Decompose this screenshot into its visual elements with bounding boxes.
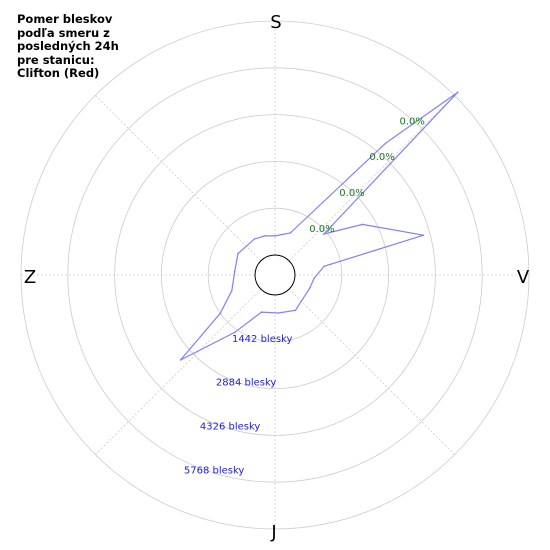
grid-spoke (95, 95, 276, 276)
count-tick-label: 4326 blesky (200, 422, 261, 433)
series-layer (179, 91, 459, 361)
percent-tick-label: 0.0% (309, 224, 334, 235)
data-point (179, 359, 182, 361)
percent-tick-label: 0.0% (369, 152, 394, 163)
data-point (274, 235, 276, 237)
data-point (277, 312, 280, 314)
grid-spoke (274, 95, 455, 276)
chart-title-line: posledných 24h (17, 39, 119, 53)
data-point (260, 311, 263, 313)
grid-spoke (274, 274, 455, 455)
data-point (323, 233, 325, 235)
data-point (231, 289, 233, 292)
data-point (263, 235, 266, 237)
data-point (233, 270, 236, 273)
series-outline (180, 91, 459, 361)
data-point (361, 223, 364, 226)
data-point (309, 286, 311, 289)
data-point (253, 238, 256, 240)
center-hub (254, 254, 296, 296)
data-point (237, 252, 239, 255)
polar-grid (20, 20, 530, 530)
grid-ring (207, 207, 343, 343)
chart-title-line: Clifton (Red) (17, 66, 100, 80)
count-tick-label: 2884 blesky (216, 378, 277, 389)
direction-label-right: V (517, 267, 530, 288)
data-point (313, 277, 315, 280)
chart-title-line: Pomer bleskov (17, 12, 113, 26)
direction-label-left: Z (24, 267, 36, 288)
count-tick-label: 5768 blesky (184, 466, 245, 477)
data-point (422, 234, 425, 236)
data-point (457, 91, 459, 93)
percent-tick-label: 0.0% (339, 188, 364, 199)
data-point (289, 232, 292, 234)
direction-label-bottom: J (270, 522, 276, 543)
data-point (234, 331, 236, 334)
chart-title: Pomer bleskov podľa smeru z posledných 2… (17, 12, 157, 81)
data-point (294, 309, 297, 312)
data-point (323, 265, 325, 268)
direction-label-top: S (270, 12, 281, 33)
grid-ring (67, 67, 483, 483)
chart-title-line: pre stanicu: (17, 52, 95, 67)
data-point (384, 142, 387, 145)
data-point (219, 312, 221, 315)
chart-title-line: podľa smeru z (17, 25, 110, 40)
count-tick-label: 1442 blesky (232, 334, 293, 345)
tick-labels: 1442 blesky 2884 blesky 4326 blesky 5768 bl… (184, 116, 425, 476)
percent-tick-label: 0.0% (399, 116, 424, 127)
